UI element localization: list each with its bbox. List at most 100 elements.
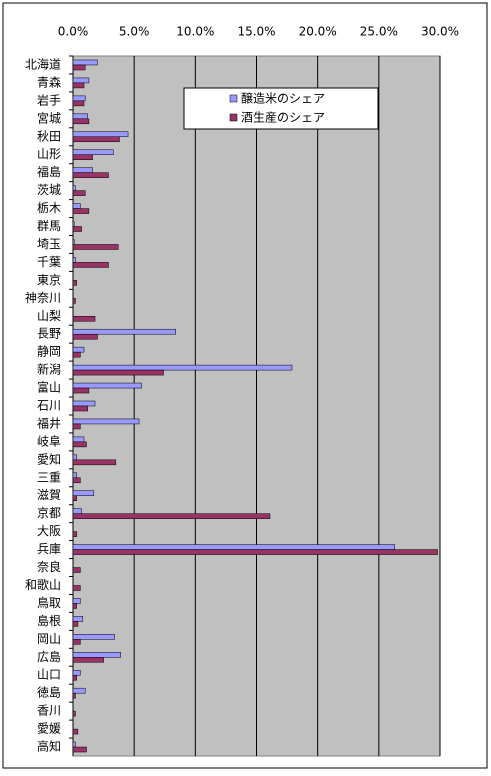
- bar: [72, 239, 75, 245]
- y-tick-label: 栃木: [37, 201, 61, 215]
- y-tick-label: 岩手: [37, 92, 61, 107]
- y-tick-label: 新潟: [37, 362, 61, 377]
- bar: [72, 113, 88, 120]
- bar: [72, 82, 85, 89]
- y-tick-label: 岐阜: [37, 434, 61, 448]
- bar: [72, 746, 87, 753]
- bar: [72, 603, 77, 609]
- y-tick-label: 兵庫: [37, 542, 61, 556]
- bar: [72, 585, 81, 591]
- x-tick-label: 15.0%: [237, 25, 275, 39]
- bar: [72, 687, 86, 694]
- y-tick-label: 三重: [37, 470, 61, 484]
- y-tick-label: 石川: [37, 399, 61, 413]
- bar: [72, 208, 90, 214]
- y-tick-label: 長野: [37, 327, 61, 341]
- y-tick-label: 青森: [37, 74, 61, 89]
- x-tick-label: 10.0%: [176, 25, 214, 39]
- legend-swatch: [229, 113, 238, 122]
- bar: [72, 495, 77, 501]
- y-tick-label: 秋田: [37, 129, 61, 143]
- y-tick-label: 福井: [37, 415, 61, 430]
- y-tick-label: 岡山: [37, 632, 61, 646]
- bar: [72, 369, 164, 376]
- bar: [72, 472, 77, 479]
- y-tick-label: 高知: [37, 739, 61, 754]
- bar: [72, 639, 81, 645]
- y-tick-label: 鳥取: [37, 595, 61, 610]
- y-tick-label: 和歌山: [25, 577, 61, 592]
- y-tick-label: 滋賀: [37, 488, 61, 502]
- bar: [72, 172, 109, 178]
- x-tick-label: 30.0%: [421, 25, 459, 39]
- bar: [72, 244, 119, 250]
- bar: [72, 513, 271, 519]
- bar: [72, 567, 81, 573]
- y-tick-label: 東京: [37, 273, 61, 287]
- y-tick-label: 山口: [37, 668, 61, 682]
- bar: [72, 436, 85, 443]
- bar: [72, 221, 75, 227]
- bar: [72, 226, 82, 232]
- y-tick-label: 山梨: [37, 309, 61, 323]
- bar: [72, 257, 76, 263]
- y-tick-label: 島根: [37, 613, 61, 628]
- bar: [72, 387, 90, 394]
- legend-swatch: [229, 94, 238, 103]
- y-tick-label: 広島: [37, 649, 61, 664]
- y-tick-label: 静岡: [37, 345, 61, 359]
- bar: [72, 95, 86, 102]
- bar: [72, 351, 81, 358]
- bar: [72, 59, 98, 66]
- y-tick-label: 北海道: [25, 56, 61, 71]
- bar: [72, 167, 93, 173]
- bar: [72, 185, 76, 191]
- bar: [72, 131, 129, 138]
- legend-label: 酒生産のシェア: [241, 110, 325, 125]
- bar: [72, 634, 115, 640]
- y-tick-label: 愛知: [37, 452, 61, 466]
- legend-label: 醸造米のシェア: [241, 92, 325, 106]
- bar: [72, 364, 293, 371]
- y-tick-label: 群馬: [37, 219, 61, 233]
- bar: [72, 280, 77, 286]
- bar: [72, 328, 177, 335]
- bar: [72, 149, 114, 155]
- y-tick-label: 埼玉: [37, 237, 61, 251]
- legend-box: [183, 87, 379, 130]
- bar: [72, 454, 77, 461]
- bar: [72, 692, 76, 699]
- bar: [72, 616, 84, 622]
- bar: [72, 710, 76, 717]
- bar: [72, 621, 79, 627]
- y-tick-label: 茨城: [37, 183, 61, 197]
- bar: [72, 508, 82, 514]
- y-tick-label: 千葉: [37, 255, 61, 269]
- bar: [72, 490, 95, 496]
- bar: [72, 405, 88, 412]
- y-tick-label: 宮城: [37, 110, 61, 125]
- x-tick-label: 20.0%: [299, 25, 337, 39]
- y-tick-label: 山形: [37, 147, 61, 161]
- bar: [72, 477, 81, 484]
- y-tick-label: 福島: [37, 164, 61, 179]
- bar: [72, 441, 87, 448]
- y-tick-label: 徳島: [37, 685, 61, 700]
- bar: [72, 346, 85, 353]
- y-tick-label: 香川: [37, 704, 61, 718]
- x-tick-label: 25.0%: [360, 25, 398, 39]
- bar: [72, 203, 81, 209]
- bar: [72, 598, 81, 604]
- bar: [72, 544, 395, 550]
- bar: [72, 333, 98, 340]
- bar: [72, 154, 93, 160]
- bar: [72, 657, 104, 663]
- bar: [72, 262, 109, 268]
- y-tick-label: 富山: [37, 380, 61, 395]
- bar: [72, 674, 77, 681]
- bar: [72, 100, 85, 107]
- bar: [72, 531, 77, 537]
- y-tick-label: 京都: [37, 506, 61, 520]
- bar: [72, 418, 140, 425]
